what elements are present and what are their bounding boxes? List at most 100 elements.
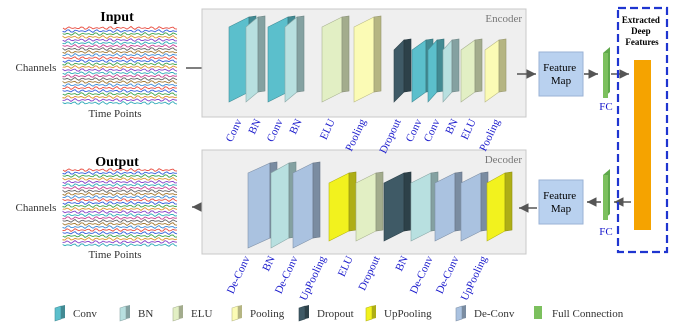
legend-item-bn: BN	[119, 305, 153, 322]
signal-trace	[62, 35, 178, 39]
fc-block-top	[603, 47, 610, 98]
signal-trace	[62, 177, 178, 181]
legend-item-drop: Dropout	[298, 305, 354, 322]
signal-trace	[62, 186, 178, 191]
encoder-label: Encoder	[485, 13, 522, 25]
legend-label: Dropout	[317, 308, 354, 320]
fc-label-bottom: FC	[599, 226, 612, 238]
signal-trace	[62, 173, 178, 178]
decoder-block-deconv-7	[434, 171, 463, 242]
decoder-layer-label-3: UpPooling	[298, 254, 329, 303]
channels-label-output: Channels	[16, 202, 57, 214]
encoder-layer-label-10: ELU	[459, 117, 479, 142]
channels-label-input: Channels	[16, 62, 57, 74]
signal-trace	[62, 222, 178, 227]
signal-trace	[62, 206, 178, 211]
decoder-layer-label-1: BN	[260, 254, 277, 273]
feature-map-label-bottom: Feature Map	[543, 190, 579, 215]
legend-swatch	[534, 306, 542, 319]
signal-trace	[62, 58, 178, 63]
signal-trace	[62, 95, 178, 100]
feature-map-label-top: Feature Map	[543, 62, 579, 87]
output-signal	[62, 167, 178, 247]
decoder-block-uppool-9	[486, 171, 513, 242]
signal-trace	[62, 67, 178, 72]
decoder-layer-label-0: De-Conv	[225, 254, 253, 296]
signal-trace	[62, 197, 178, 202]
decoder-block-deconv-8	[460, 171, 489, 242]
legend: Conv BN ELU Pooling Dropout UpPooling De-Conv F…	[54, 305, 624, 322]
encoder-block-drop-6	[393, 38, 412, 103]
legend-label: De-Conv	[474, 308, 515, 320]
signal-trace	[62, 200, 178, 205]
encoder-layer-label-4: ELU	[318, 117, 338, 142]
signal-trace	[62, 25, 178, 30]
decoder-layer-label-7: De-Conv	[408, 254, 436, 296]
legend-swatch-side	[179, 305, 183, 319]
legend-swatch	[231, 305, 239, 322]
legend-label: BN	[138, 308, 153, 320]
legend-swatch-side	[305, 305, 309, 319]
legend-swatch-side	[61, 305, 65, 319]
legend-swatch-side	[462, 305, 466, 319]
decoder-block-bn-6	[410, 171, 439, 242]
encoder-block-pool-11	[484, 38, 507, 103]
signal-trace	[62, 182, 178, 187]
decoder-block-deconv-2	[292, 161, 321, 249]
fc-label-top: FC	[599, 101, 612, 113]
legend-label: Conv	[73, 308, 97, 320]
signal-trace	[62, 64, 178, 69]
signal-trace	[62, 76, 178, 82]
output-title: Output	[95, 155, 139, 170]
decoder-layer-label-8: De-Conv	[434, 254, 462, 296]
encoder-layer-label-5: Pooling	[343, 117, 369, 154]
signal-trace	[62, 231, 178, 236]
legend-swatch	[455, 305, 463, 322]
legend-swatch-side	[238, 305, 242, 319]
encoder-block-pool-5	[353, 15, 382, 103]
signal-trace	[62, 237, 178, 242]
legend-item-uppool: UpPooling	[365, 305, 432, 322]
decoder-layer-label-9: UpPooling	[459, 254, 490, 303]
signal-trace	[62, 86, 177, 91]
decoder-block-drop-5	[383, 171, 412, 242]
extracted-features-title: Extracted Deep Features	[622, 15, 662, 47]
signal-trace	[62, 29, 178, 33]
signal-trace	[62, 82, 178, 87]
signal-trace	[62, 171, 178, 175]
legend-swatch	[119, 305, 127, 322]
input-title: Input	[100, 10, 134, 25]
signal-trace	[62, 204, 178, 208]
decoder-block-elu-4	[355, 171, 384, 242]
encoder-block-elu-4	[321, 15, 350, 103]
encoder-block-bn-3	[284, 15, 305, 103]
decoder-layer-label-5: Dropout	[356, 254, 382, 292]
signal-trace	[62, 224, 178, 229]
signal-trace	[62, 228, 177, 233]
extracted-features-frame	[616, 6, 669, 254]
signal-trace	[62, 53, 178, 57]
fc-block-bottom	[603, 169, 610, 220]
feature-map-box-top	[538, 51, 584, 97]
time-points-label-output: Time Points	[88, 249, 141, 261]
encoder-block-bn-9	[442, 38, 460, 103]
encoder-blocks	[228, 15, 507, 103]
signal-trace	[62, 98, 178, 103]
encoder-layer-label-1: BN	[246, 117, 263, 136]
legend-swatch	[298, 305, 306, 322]
legend-label: Full Connection	[552, 308, 624, 320]
encoder-layer-label-3: BN	[287, 117, 304, 136]
decoder-block-uppool-3	[328, 171, 357, 242]
signal-trace	[62, 49, 178, 54]
signal-trace	[62, 62, 178, 66]
legend-item-elu: ELU	[172, 305, 212, 322]
signal-trace	[62, 37, 178, 42]
signal-trace	[62, 55, 178, 60]
signal-trace	[62, 46, 178, 51]
encoder-layer-label-9: BN	[443, 117, 460, 136]
signal-trace	[62, 233, 178, 238]
time-points-label-input: Time Points	[88, 108, 141, 120]
legend-item-fc: Full Connection	[534, 306, 624, 320]
